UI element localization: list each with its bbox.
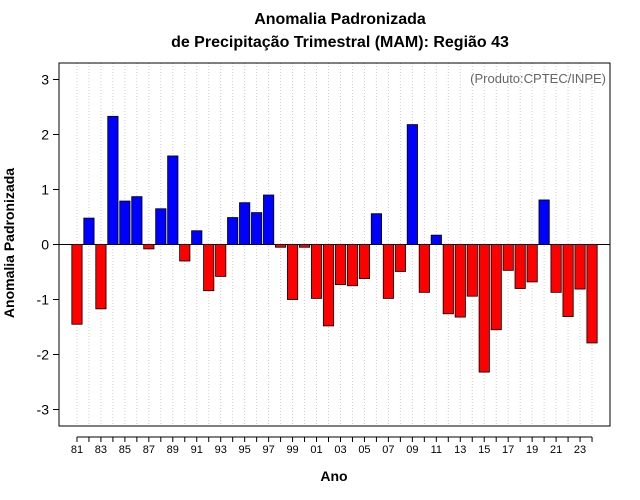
bar-1984	[107, 115, 119, 245]
bar-2006	[370, 213, 382, 245]
y-tick-label: 2	[41, 127, 49, 143]
bar-2000	[299, 244, 311, 248]
bar-2008	[394, 244, 406, 272]
y-tick-label: 1	[41, 182, 49, 198]
bar-2020	[538, 199, 550, 245]
x-axis-title: Ano	[320, 468, 347, 484]
x-tick-label: 93	[215, 444, 227, 456]
grid-lines	[76, 63, 593, 426]
bar-1983	[95, 244, 107, 310]
bar-2024	[586, 244, 598, 344]
chart-title-line-1: Anomalia Padronizada	[254, 11, 426, 28]
x-tick-label: 07	[382, 444, 394, 456]
bar-2009	[406, 124, 418, 245]
bar-1995	[239, 202, 251, 245]
x-tick-label: 89	[167, 444, 179, 456]
y-tick-label: -2	[37, 347, 50, 363]
bar-2002	[322, 244, 335, 327]
bar-1987	[143, 244, 155, 250]
bar-2011	[430, 234, 442, 245]
x-tick-label: 19	[526, 444, 538, 456]
x-tick-label: 21	[550, 444, 562, 456]
x-tick-label: 05	[358, 444, 370, 456]
bar-1988	[155, 208, 167, 245]
bar-1990	[179, 244, 191, 262]
bar-1981	[71, 244, 83, 325]
bar-2003	[334, 244, 347, 286]
bar-2014	[466, 244, 478, 297]
bar-2016	[490, 244, 502, 331]
bar-1982	[83, 217, 95, 245]
y-tick-label: -3	[37, 402, 50, 418]
bar-1997	[263, 194, 275, 245]
bar-2021	[550, 244, 562, 293]
bar-1986	[131, 196, 143, 245]
credit-label: (Produto:CPTEC/INPE)	[470, 71, 606, 86]
bar-1998	[275, 244, 287, 248]
bar-2007	[382, 244, 394, 299]
bar-2019	[526, 244, 538, 283]
x-tick-label: 85	[119, 444, 131, 456]
x-tick-label: 87	[143, 444, 155, 456]
bar-2018	[514, 244, 526, 289]
bar-1999	[287, 244, 299, 300]
bar-2010	[418, 244, 430, 293]
bar-1996	[251, 212, 263, 245]
x-tick-label: 91	[191, 444, 203, 456]
bar-1994	[227, 217, 239, 245]
bar-2022	[562, 244, 574, 317]
bar-2012	[442, 244, 454, 315]
y-tick-label: -1	[37, 292, 50, 308]
bar-2013	[454, 244, 466, 318]
x-tick-label: 03	[334, 444, 346, 456]
y-axis-title: Anomalia Padronizada	[1, 168, 17, 318]
x-tick-label: 81	[71, 444, 83, 456]
y-tick-label: 0	[41, 237, 49, 253]
x-tick-label: 09	[406, 444, 418, 456]
bar-1992	[203, 244, 215, 292]
x-tick-label: 11	[431, 444, 442, 456]
bar-2004	[346, 244, 359, 287]
x-tick-label: 01	[310, 444, 322, 456]
x-tick-label: 83	[95, 444, 107, 456]
x-tick-label: 97	[262, 444, 274, 456]
bar-2015	[478, 244, 490, 373]
x-tick-label: 95	[239, 444, 251, 456]
x-tick-label: 99	[286, 444, 298, 456]
y-tick-label: 3	[41, 72, 49, 88]
bar-1985	[119, 200, 131, 245]
bar-1989	[167, 155, 179, 245]
chart-title-line-2: de Precipitação Trimestral (MAM): Região…	[171, 34, 509, 51]
x-tick-label: 15	[478, 444, 490, 456]
bar-1993	[215, 244, 227, 277]
x-tick-label: 23	[574, 444, 586, 456]
bar-series	[71, 115, 598, 373]
x-tick-label: 17	[502, 444, 514, 456]
x-tick-label: 13	[454, 444, 466, 456]
bar-2001	[310, 244, 323, 299]
y-axis: -3 -2 -1 0 1 2 3	[37, 72, 59, 418]
x-axis: 81 83 85 87 89 91 93 95 97 99 01 03 05 07 09 11 13 15 17 19…	[71, 436, 593, 456]
bar-2017	[502, 244, 514, 271]
bar-2005	[358, 244, 370, 279]
bar-1991	[191, 230, 203, 245]
bar-2023	[574, 244, 586, 290]
